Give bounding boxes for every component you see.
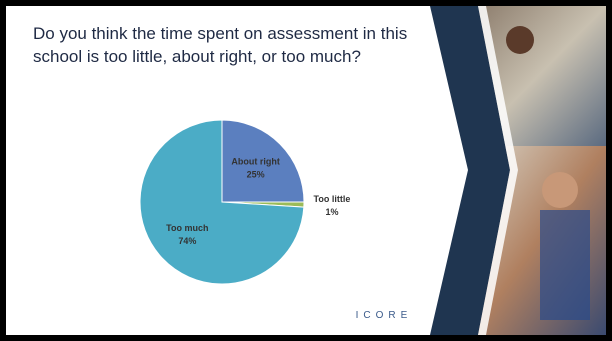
value-label: 74% (178, 236, 196, 246)
chevron-edge (478, 6, 518, 335)
chevron (430, 6, 510, 335)
photo-detail (540, 210, 590, 320)
logo: ICORE (356, 310, 413, 321)
pie-slice (139, 119, 305, 285)
logo-text: ICORE (356, 310, 413, 321)
slice-label: Too much (166, 223, 208, 233)
slice-label: Too little (314, 194, 351, 204)
value-label: 25% (247, 170, 265, 180)
chart-title: Do you think the time spent on assessmen… (33, 24, 408, 66)
slice-label: About right (231, 157, 280, 167)
photo-detail (506, 26, 534, 54)
pie-slice (221, 119, 305, 203)
photo-detail (542, 172, 578, 208)
value-label: 1% (325, 207, 338, 217)
